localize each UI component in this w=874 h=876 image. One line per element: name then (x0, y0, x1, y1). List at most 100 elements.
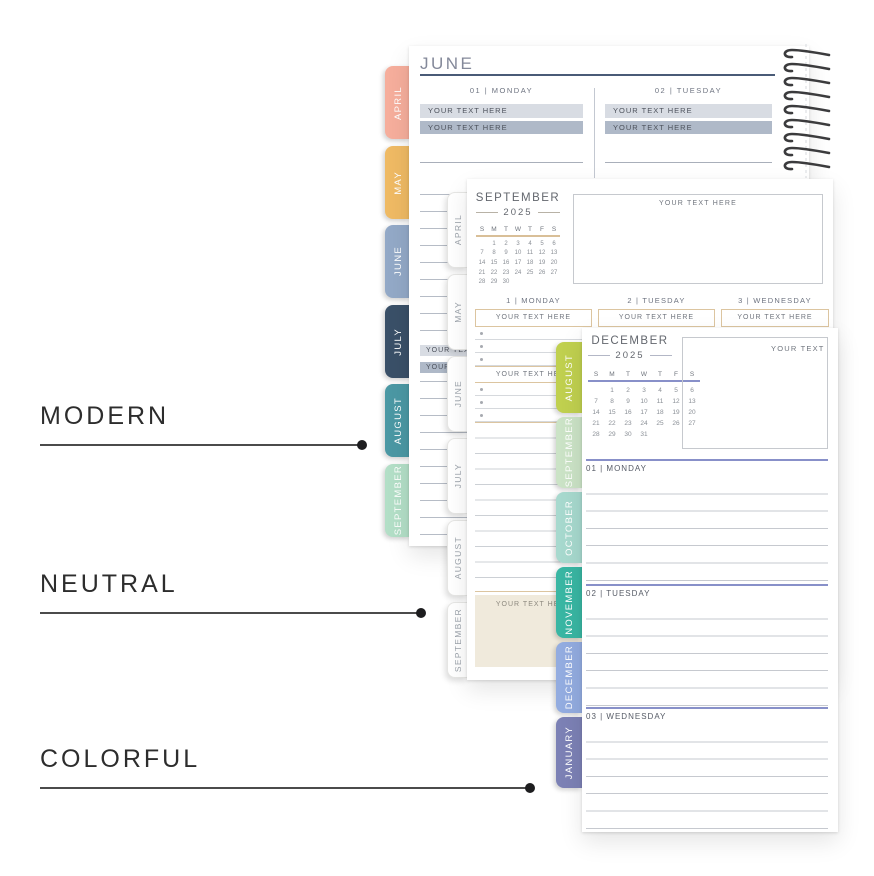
bullet-row (475, 396, 592, 409)
calendar-date: 23 (624, 419, 632, 427)
calendar-date: 21 (592, 419, 600, 427)
day-column-tuesday: 02 | TUESDAY YOUR TEXT HERE YOUR TEXT HE… (605, 86, 772, 163)
month-tab-label: MAY (452, 301, 463, 323)
month-tab: AUGUST (447, 520, 468, 596)
calendar-date: 9 (504, 250, 508, 257)
month-tab-label: APRIL (392, 85, 404, 120)
month-tab-label: SEPTEMBER (563, 417, 575, 488)
month-tab-label: DECEMBER (563, 645, 575, 710)
month-tab: OCTOBER (556, 492, 582, 563)
calendar-date: 13 (688, 397, 696, 405)
month-page-title: SEPTEMBER (475, 192, 561, 204)
month-tab: JULY (447, 438, 468, 514)
calendar-date: 19 (672, 408, 680, 416)
text-placeholder-bar: YOUR TEXT HERE (605, 121, 772, 134)
calendar-date (588, 385, 604, 396)
calendar-date: 8 (492, 250, 496, 257)
day-header: 03 | WEDNESDAY (586, 712, 667, 721)
style-label-text: NEUTRAL (40, 570, 178, 598)
month-tab-label: OCTOBER (563, 499, 575, 556)
bullet-row (475, 340, 592, 353)
calendar-date: 24 (640, 419, 648, 427)
year-label: 2025 (503, 207, 533, 218)
calendar-date: 30 (502, 279, 510, 286)
calendar-date (512, 278, 524, 288)
calendar-date: 7 (594, 397, 598, 405)
pointer-dot (357, 440, 367, 450)
calendar-date: 10 (514, 250, 522, 257)
calendar-date (476, 240, 488, 250)
month-tab: MAY (385, 146, 411, 219)
calendar-date: 21 (478, 269, 486, 276)
day-header: 01 | MONDAY (586, 464, 647, 473)
bullet-row (475, 353, 592, 366)
year-dash (588, 355, 611, 356)
day-accent-line (586, 707, 828, 709)
day-header: 1 | MONDAY (506, 296, 561, 305)
notes-box: YOUR TEXT HERE (573, 194, 823, 284)
calendar-date: 31 (640, 430, 648, 438)
calendar-date: 29 (608, 430, 616, 438)
month-tab-label: AUGUST (392, 396, 404, 445)
weekday-label: S (551, 226, 557, 233)
calendar-date: 18 (656, 408, 664, 416)
pointer-line (40, 787, 530, 789)
bullet-row (475, 409, 592, 422)
calendar-date: 12 (672, 397, 680, 405)
calendar-date: 7 (480, 250, 484, 257)
text-placeholder-bar: YOUR TEXT HERE (605, 104, 772, 118)
text-placeholder-bar: YOUR TEXT HERE (420, 345, 467, 356)
month-tab-label: JANUARY (563, 725, 575, 780)
pointer-dot (416, 608, 426, 618)
calendar-underline (588, 380, 700, 382)
calendar-date: 5 (674, 386, 678, 394)
pointer-line (40, 444, 362, 446)
calendar-date: 17 (640, 408, 648, 416)
year-label: 2025 (615, 350, 645, 361)
title-underline (420, 74, 775, 76)
style-label-text: COLORFUL (40, 745, 201, 773)
calendar-date: 13 (550, 250, 558, 257)
calendar-date: 3 (516, 240, 520, 247)
calendar-date: 25 (526, 269, 534, 276)
calendar-date: 16 (502, 259, 510, 266)
weekday-label: M (491, 226, 497, 233)
month-tab: MAY (447, 274, 468, 350)
month-tab: AUGUST (385, 384, 411, 457)
day-section-tuesday: 02 | TUESDAY (586, 584, 828, 706)
month-tab-label: AUGUST (563, 353, 575, 402)
month-page-title: DECEMBER (591, 335, 669, 347)
month-tab: DECEMBER (556, 642, 582, 713)
month-tab: SEPTEMBER (556, 417, 582, 488)
weekday-label: F (540, 226, 544, 233)
month-tab: AUGUST (556, 342, 582, 413)
day-section-monday: 01 | MONDAY (586, 459, 828, 581)
month-tab: JULY (385, 305, 411, 378)
year-dash (537, 212, 560, 213)
calendar-date (548, 278, 560, 288)
month-tab-label: AUGUST (452, 536, 463, 580)
month-tab: APRIL (385, 66, 411, 139)
calendar-underline (476, 235, 560, 237)
month-page-title: JUNE (420, 54, 475, 73)
month-tab: SEPTEMBER (447, 602, 468, 678)
calendar-date: 30 (624, 430, 632, 438)
weekday-label: W (514, 226, 522, 233)
spiral-binding-icon (783, 44, 831, 178)
pointer-line-neutral (40, 608, 426, 618)
calendar-date: 9 (626, 397, 630, 405)
calendar-date: 27 (688, 419, 696, 427)
pointer-line (40, 612, 421, 614)
calendar-date: 22 (490, 269, 498, 276)
calendar-date: 18 (526, 259, 534, 266)
month-tab-label: JUNE (392, 246, 404, 277)
month-tab: APRIL (447, 192, 468, 268)
weekday-label: S (593, 371, 599, 378)
month-tab-label: SEPTEMBER (392, 465, 404, 536)
day-header: 02 | TUESDAY (654, 86, 723, 95)
